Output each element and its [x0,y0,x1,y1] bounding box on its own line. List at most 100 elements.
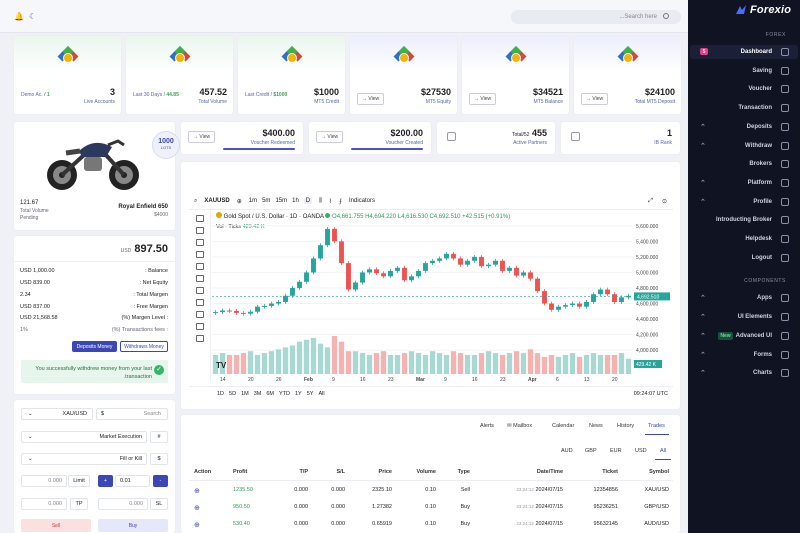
volume-bar [226,355,233,374]
compare-icon[interactable]: ⌇ [328,198,332,205]
indicators-button[interactable]: Indicators [348,198,375,204]
row-action-icon[interactable]: ⊕ [194,488,200,495]
range-all[interactable]: All [318,390,325,397]
range-1y[interactable]: 1Y [294,390,302,397]
row-action-icon[interactable]: ⊕ [194,522,200,529]
search-input[interactable]: ...Search here [511,10,681,24]
add-symbol-icon[interactable]: ⊕ [236,198,242,205]
range-6m[interactable]: 6M [266,390,274,397]
fill-select[interactable]: ⌄ Fill or Kill [21,453,147,465]
sidebar-item-deposits[interactable]: ⌃ Deposits [690,120,798,134]
view-button[interactable]: → View [357,93,385,105]
buy-button[interactable]: Buy [98,519,168,532]
sidebar-item-dashboard[interactable]: 5 Dashboard [690,45,798,59]
range-ytd[interactable]: YTD [278,390,290,397]
sl-input[interactable]: 0.000 [98,498,148,510]
view-button[interactable]: → View [316,131,344,143]
crosshair-tool-icon[interactable] [195,215,204,222]
sidebar-item-helpdesk[interactable]: Helpdesk [690,232,798,246]
emoji-tool-icon[interactable] [195,299,204,306]
sidebar-item-profile[interactable]: ⌃ Profile [690,195,798,209]
sidebar-item-withdraw[interactable]: ⌃ Withdraw [690,139,798,153]
currency-tab-eur[interactable]: EUR [610,448,622,454]
column-header[interactable]: Price [378,469,392,475]
sidebar-item-apps[interactable]: ⌃ Apps [690,291,798,305]
tab-history[interactable]: History [617,423,635,429]
execution-select[interactable]: ⌄ Market Execution [21,431,147,443]
column-header[interactable]: Ticket [602,469,618,475]
camera-icon[interactable]: ⊙ [661,198,667,205]
sidebar-item-introducting-broker[interactable]: Introducting Broker [690,213,798,227]
sidebar-item-brokers[interactable]: Brokers [690,157,798,171]
brand-logo[interactable]: Forexio [735,4,791,16]
row-action-icon[interactable]: ⊕ [194,505,200,512]
sidebar-item-charts[interactable]: ⌃ Charts [690,366,798,380]
lot-input[interactable]: 0.01 [115,475,150,487]
projection-tool-icon[interactable] [195,263,204,270]
tab-alerts[interactable]: Alerts [480,423,495,429]
text-tool-icon[interactable] [195,287,204,294]
column-header[interactable]: Profit [233,469,248,475]
sidebar-item-platform[interactable]: ⌃ Platform [690,176,798,190]
candlestick-chart[interactable]: 5,600.000 5,400.000 5,200.000 5,000.000 4,80… [212,214,672,386]
column-header[interactable]: S/L [336,469,345,475]
search-icon[interactable]: ⌕ [194,197,198,204]
currency-tab-aud[interactable]: AUD [561,448,573,454]
moon-icon[interactable]: ☾ [29,12,37,21]
range-3m[interactable]: 3M [253,390,262,397]
lot-increase-button[interactable]: + [98,475,113,487]
view-button[interactable]: → View [188,131,216,143]
column-header[interactable]: Date/Time [536,469,563,475]
ruler-tool-icon[interactable] [195,311,204,318]
sidebar-item-transaction[interactable]: Transaction [690,101,798,115]
symbol-search[interactable]: $ Search [96,408,168,420]
tab-trades[interactable]: Trades [648,423,665,429]
range-5y[interactable]: 5Y [306,390,314,397]
range-1d[interactable]: 1D [217,390,225,397]
pattern-tool-icon[interactable] [195,251,204,258]
interval-1h[interactable]: 1h [292,198,299,204]
interval-D[interactable]: D [303,198,313,204]
symbol-select[interactable]: ⌄ XAU/USD [21,408,93,420]
sidebar-item-ui-elements[interactable]: ⌃ UI Elements [690,310,798,324]
lot-decrease-button[interactable]: - [153,475,168,487]
column-header[interactable]: Symbol [649,469,669,475]
tab-mailbox[interactable]: ✉ Mailbox [507,423,533,429]
fullscreen-icon[interactable]: ⤢ [648,197,653,204]
sidebar-item-forms[interactable]: ⌃ Forms [690,348,798,362]
tab-news[interactable]: News [589,423,603,429]
magnet-tool-icon[interactable] [195,335,204,342]
zoom-tool-icon[interactable] [195,323,204,330]
trend-line-tool-icon[interactable] [195,227,204,234]
interval-5m[interactable]: 5m [262,198,271,204]
brush-tool-icon[interactable] [195,275,204,282]
sidebar-item-advanced-ui[interactable]: ⌃ New Advanced UI [690,329,798,343]
fib-tool-icon[interactable] [195,239,204,246]
interval-1m[interactable]: 1m [248,198,258,204]
deposit-money-button[interactable]: Deposits Money [72,341,117,352]
column-header[interactable]: Type [457,469,470,475]
currency-tab-all[interactable]: All [660,448,667,454]
withdraw-money-button[interactable]: Withdraws Money [120,341,168,352]
view-button[interactable]: → View [581,93,609,105]
sidebar-item-logout[interactable]: Logout [690,251,798,265]
chart-symbol[interactable]: XAUUSD [204,198,230,204]
candle-type-icon[interactable]: ⫼ [319,197,322,204]
column-header[interactable]: Action [194,469,212,475]
currency-tab-usd[interactable]: USD [635,448,647,454]
bell-icon[interactable]: 🔔 [14,12,24,21]
sell-button[interactable]: Sell [21,519,91,532]
interval-15m[interactable]: 15m [275,198,288,204]
currency-tab-gbp[interactable]: GBP [585,448,597,454]
price-input[interactable]: 0.000 [21,475,67,487]
range-5d[interactable]: 5D [229,390,237,397]
column-header[interactable]: T/P [299,469,308,475]
view-button[interactable]: → View [469,93,497,105]
tab-calendar[interactable]: Calendar [552,423,575,429]
indicators-icon[interactable]: ⨍ [338,198,342,205]
sidebar-item-voucher[interactable]: Voucher [690,82,798,96]
tp-input[interactable]: 0.000 [21,498,67,510]
column-header[interactable]: Volume [416,469,436,475]
sidebar-item-saving[interactable]: Saving [690,64,798,78]
range-1m[interactable]: 1M [241,390,249,397]
